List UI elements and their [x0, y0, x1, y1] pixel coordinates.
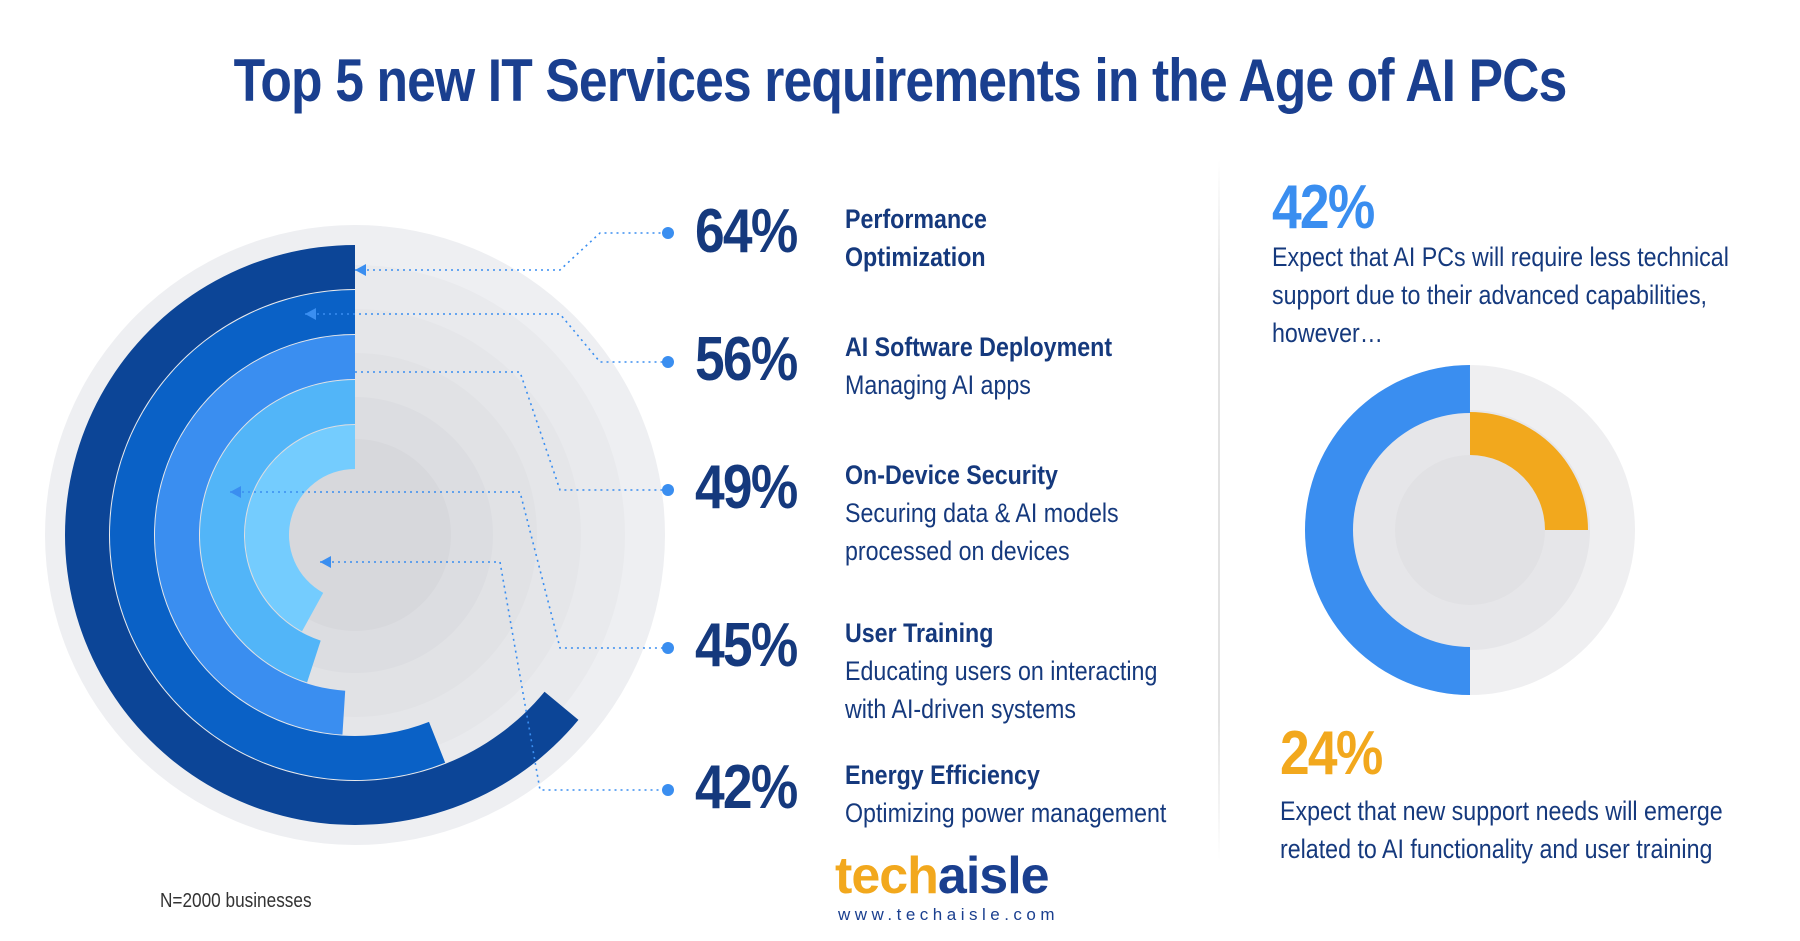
- item-title: Performance: [845, 204, 987, 234]
- logo-part-tech: tech: [835, 847, 939, 905]
- techaisle-logo: techaisle: [835, 847, 1050, 905]
- item-description: Educating users on interacting: [845, 656, 1158, 686]
- stat-new-needs-line: Expect that new support needs will emerg…: [1280, 796, 1723, 826]
- leader-arrow: [320, 556, 331, 568]
- item-title: Optimization: [845, 242, 986, 272]
- leader-dot: [662, 484, 674, 496]
- leader-arrow: [265, 366, 276, 378]
- item-title: AI Software Deployment: [845, 332, 1113, 362]
- item-description: with AI-driven systems: [845, 694, 1076, 724]
- radial-bar-45: [199, 380, 355, 683]
- stat-less-support-line: Expect that AI PCs will require less tec…: [1272, 242, 1729, 272]
- item-title: User Training: [845, 618, 994, 648]
- stat-new-needs-value: 24%: [1280, 719, 1383, 788]
- stat-less-support-line: support due to their advanced capabiliti…: [1272, 280, 1708, 310]
- leader-arrow: [305, 308, 316, 320]
- logo-part-aisle: aisle: [937, 847, 1050, 905]
- leader-line: [230, 491, 668, 649]
- leader-arrow: [355, 264, 366, 276]
- stat-new-needs-line: related to AI functionality and user tra…: [1280, 834, 1713, 864]
- radial-bar-56: [110, 290, 446, 780]
- logo-url: www.techaisle.com: [838, 905, 1060, 924]
- column-divider: [1218, 160, 1220, 860]
- support-donut-chart: [1304, 365, 1635, 695]
- stat-new-needs-text: Expect that new support needs will emerg…: [1280, 792, 1723, 868]
- item-percent: 45%: [695, 611, 798, 680]
- stat-less-support-line: however…: [1272, 318, 1383, 348]
- radial-bar-42: [245, 425, 355, 632]
- page-title: Top 5 new IT Services requirements in th…: [233, 47, 1568, 114]
- item-percent: 64%: [695, 197, 798, 266]
- donut-slice-24: [1470, 412, 1588, 530]
- item-title: Energy Efficiency: [845, 760, 1040, 790]
- leader-arrow: [230, 486, 241, 498]
- leader-dot: [662, 227, 674, 239]
- radial-bar-49: [155, 335, 355, 735]
- donut-slice-42: [1304, 365, 1470, 695]
- stat-less-support-text: Expect that AI PCs will require less tec…: [1272, 238, 1729, 352]
- sample-size-note: N=2000 businesses: [160, 890, 312, 912]
- leader-line: [320, 561, 668, 791]
- item-percent: 49%: [695, 453, 798, 522]
- item-description: Managing AI apps: [845, 370, 1031, 400]
- donut-background-ring: [1395, 455, 1545, 605]
- item-description: Optimizing power management: [845, 798, 1167, 828]
- item-description: processed on devices: [845, 536, 1070, 566]
- item-description: Securing data & AI models: [845, 498, 1119, 528]
- leader-dot: [662, 784, 674, 796]
- leader-line: [265, 371, 668, 491]
- leader-dot: [662, 356, 674, 368]
- item-percent: 56%: [695, 325, 798, 394]
- stat-less-support-value: 42%: [1272, 173, 1375, 242]
- radial-bar-64: [64, 245, 579, 825]
- leader-line: [355, 232, 668, 271]
- item-title: On-Device Security: [845, 460, 1058, 490]
- leader-line: [305, 313, 668, 363]
- item-percent: 42%: [695, 753, 798, 822]
- leader-dot: [662, 642, 674, 654]
- radial-bar-chart: [45, 225, 674, 845]
